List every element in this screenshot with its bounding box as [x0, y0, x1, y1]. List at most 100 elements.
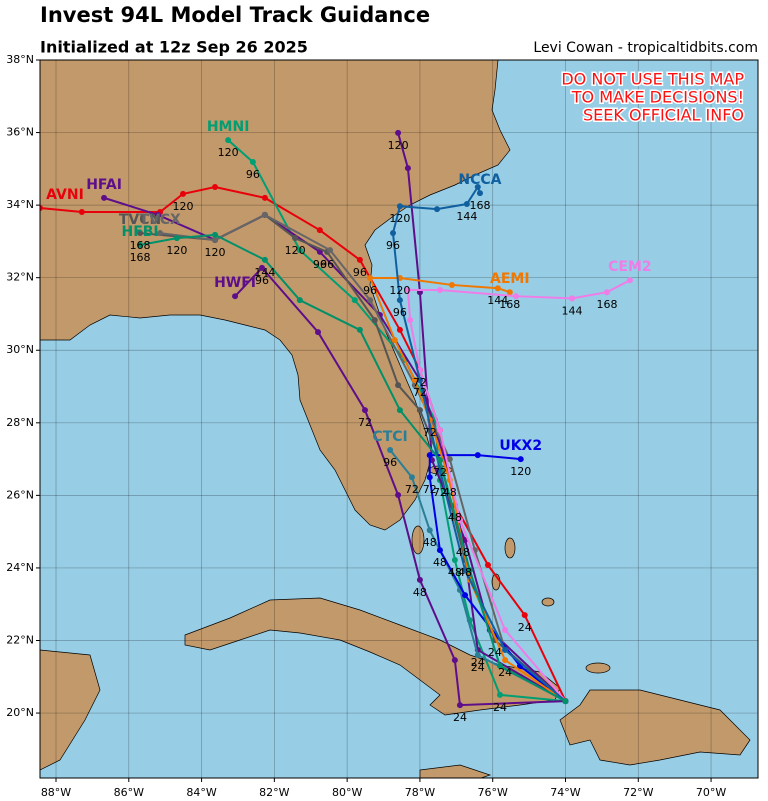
model-name: CEM2: [608, 259, 652, 275]
track-point: [463, 201, 470, 208]
track-point: [502, 626, 509, 633]
model-name: AVNI: [46, 187, 84, 203]
track-point: [484, 562, 491, 569]
forecast-hour: 168: [596, 298, 617, 311]
track-point: [356, 256, 363, 263]
forecast-hour: 48: [423, 536, 437, 549]
forecast-hour: 48: [448, 511, 462, 524]
model-name: HMNI: [207, 119, 250, 135]
forecast-hour: 168: [469, 199, 490, 212]
forecast-hour: 24: [518, 621, 532, 634]
x-tick-label: 78°W: [405, 786, 435, 799]
track-line: [406, 279, 631, 702]
land: [40, 60, 751, 778]
forecast-hour: 24: [453, 711, 467, 724]
track-point: [315, 329, 322, 336]
track-point: [78, 209, 85, 216]
forecast-hour: 48: [448, 566, 462, 579]
x-tick-label: 80°W: [332, 786, 362, 799]
track-point: [40, 205, 43, 212]
forecast-hour: 120: [218, 146, 239, 159]
track-point: [569, 295, 576, 302]
forecast-hour: 96: [255, 274, 269, 287]
forecast-hour: 168: [499, 298, 520, 311]
track-point: [296, 297, 303, 304]
model-name: TVCN: [119, 212, 161, 228]
model-name: HFBI: [121, 224, 158, 240]
forecast-hour: 72: [433, 486, 447, 499]
y-tick-label: 20°N: [6, 706, 34, 719]
credit: Levi Cowan - tropicaltidbits.com: [533, 40, 758, 56]
forecast-hour: 24: [471, 661, 485, 674]
north-america: [40, 60, 511, 531]
track-point: [249, 158, 256, 165]
track-point: [261, 194, 268, 201]
track-point: [456, 702, 463, 709]
forecast-hour: 120: [389, 284, 410, 297]
forecast-hour: 72: [405, 483, 419, 496]
axis-labels: 88°W 86°W 84°W 82°W 80°W 78°W 76°W 74°W 72°W 70°W…: [6, 53, 726, 799]
track-point: [261, 211, 268, 218]
bahamas: [504, 537, 516, 559]
forecast-hour: 48: [433, 556, 447, 569]
track-point: [474, 652, 481, 659]
hispaniola: [559, 689, 751, 766]
track-point: [408, 474, 415, 481]
track-point: [351, 297, 358, 304]
track-point: [356, 326, 363, 333]
track-point: [101, 194, 108, 201]
forecast-hour: 96: [383, 456, 397, 469]
x-tick-label: 86°W: [114, 786, 144, 799]
track-point: [436, 457, 443, 464]
forecast-hour: 96: [353, 266, 367, 279]
x-tick-label: 84°W: [186, 786, 216, 799]
track-point: [462, 592, 469, 599]
model-name: UKX2: [499, 438, 542, 454]
track-point: [434, 206, 441, 213]
track-point: [157, 230, 164, 237]
track-point: [261, 256, 268, 263]
track-point: [496, 662, 503, 669]
track-point: [173, 235, 180, 242]
turks-caicos: [585, 662, 611, 674]
track-point: [411, 376, 418, 383]
y-tick-label: 32°N: [6, 271, 34, 284]
track-point: [361, 407, 368, 414]
track-point: [391, 337, 398, 344]
forecast-hour: 120: [205, 246, 226, 259]
track-point: [474, 183, 481, 190]
graticule: [40, 59, 758, 778]
track-point: [502, 646, 509, 653]
track-point: [562, 698, 569, 705]
bahamas: [541, 597, 555, 607]
x-tick-label: 72°W: [623, 786, 653, 799]
forecast-hour: 24: [488, 646, 502, 659]
track-point: [367, 275, 374, 282]
model-name: NCCA: [458, 172, 501, 188]
track-point: [395, 382, 402, 389]
track-point: [212, 231, 219, 238]
track-point: [426, 474, 433, 481]
track-point: [456, 517, 463, 524]
forecast-hour: 168: [130, 251, 151, 264]
x-tick-label: 76°W: [478, 786, 508, 799]
forecast-hour: 96: [246, 168, 260, 181]
bahamas: [411, 525, 425, 555]
forecast-hour: 120: [166, 244, 187, 257]
forecast-hour: 72: [423, 483, 437, 496]
track-line: [159, 213, 567, 702]
track-point: [502, 657, 509, 664]
track-point: [426, 527, 433, 534]
track-point: [137, 242, 144, 249]
track-point: [367, 297, 374, 304]
forecast-hour: 168: [130, 239, 151, 252]
track-point: [426, 452, 433, 459]
track-point: [212, 236, 219, 243]
track-point: [292, 235, 299, 242]
forecast-hour: 48: [443, 486, 457, 499]
track-point: [232, 293, 239, 300]
track-point: [395, 129, 402, 136]
yucatan: [40, 649, 101, 771]
y-tick-label: 28°N: [6, 416, 34, 429]
